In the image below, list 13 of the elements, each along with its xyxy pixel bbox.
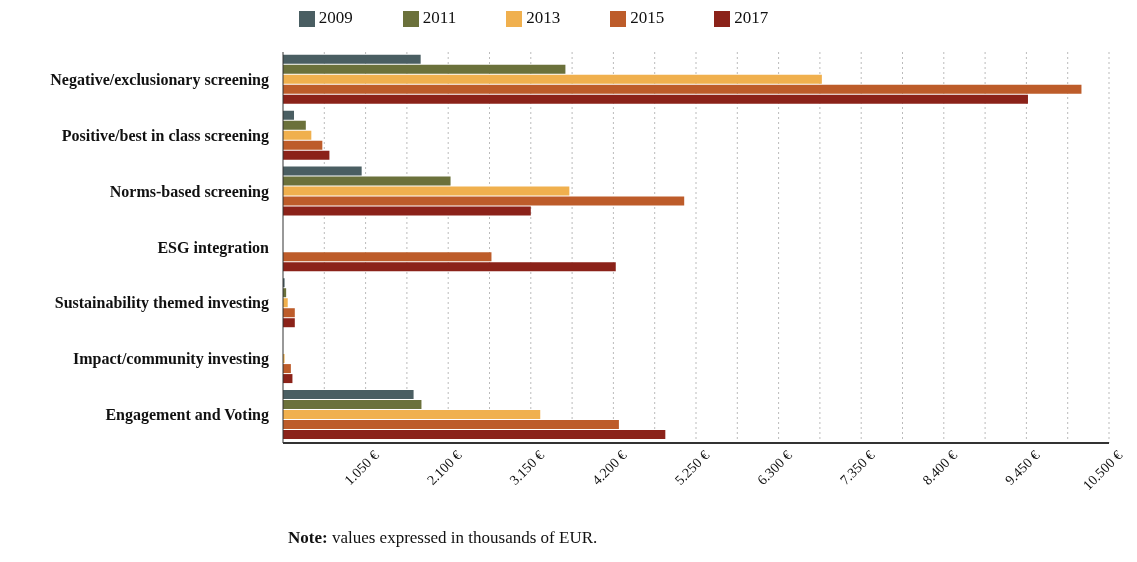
legend-label: 2009: [318, 8, 353, 27]
y-tick-label: Norms-based screening: [109, 182, 269, 201]
legend-label: 2013: [526, 8, 561, 27]
legend-label: 2011: [422, 8, 457, 27]
y-tick-label: ESG integration: [157, 238, 270, 257]
y-tick-label: Sustainability themed investing: [54, 294, 269, 313]
y-tick-label: Impact/community investing: [73, 350, 269, 369]
y-tick-label: Positive/best in class screening: [61, 126, 269, 145]
text: Note: values expressed in thousands of EUR.: [288, 528, 599, 548]
y-tick-label: Engagement and Voting: [105, 406, 269, 425]
legend-label: 2015: [630, 8, 665, 27]
y-tick-label: Negative/exclusionary screening: [50, 70, 269, 89]
legend-label: 2017: [734, 8, 769, 27]
